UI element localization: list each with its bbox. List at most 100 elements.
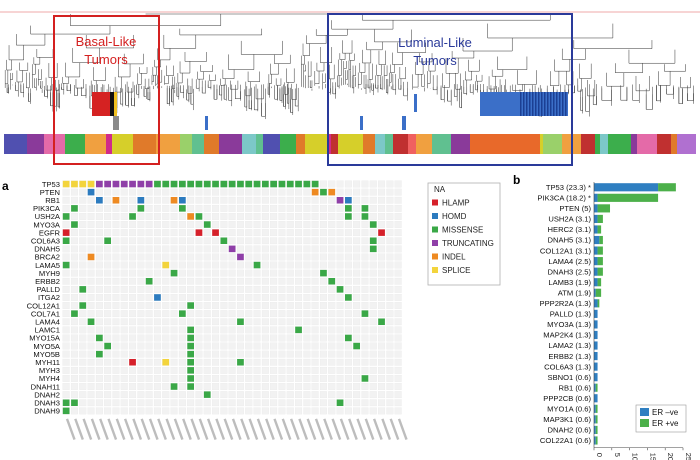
bar <box>595 383 598 392</box>
bar-category-label: MAP2K4 (1.3) <box>543 331 591 340</box>
bar <box>594 436 596 445</box>
mutation-cell <box>361 205 369 212</box>
bar-category-label: SBNO1 (0.6) <box>548 373 592 382</box>
gene-label: MYO5A <box>33 342 61 351</box>
bar <box>594 383 596 392</box>
bar <box>597 193 659 202</box>
mutation-cell <box>187 334 194 342</box>
mutation-cell <box>195 229 203 236</box>
er-legend-swatch <box>640 408 649 416</box>
mutation-cell <box>220 237 228 244</box>
mutation-cell <box>345 334 352 342</box>
mutation-cell <box>96 197 103 204</box>
legend-label: MISSENSE <box>442 226 483 235</box>
bar <box>594 225 598 234</box>
legend-swatch <box>432 199 438 206</box>
mutation-cell <box>187 342 194 350</box>
mutation-cell <box>378 318 385 325</box>
mutation-cell <box>195 180 203 188</box>
mutation-cell <box>62 180 70 188</box>
mutation-grid <box>62 180 402 415</box>
er-legend-label: ER –ve <box>652 408 679 417</box>
gene-label: TP53 <box>42 180 60 189</box>
gene-label: PIK3CA <box>33 204 61 213</box>
legend-swatch <box>432 253 438 260</box>
gene-label: MYH3 <box>39 366 60 375</box>
mutation-cell <box>145 180 153 188</box>
mutation-cell <box>336 286 344 293</box>
gene-label: MYH4 <box>39 374 60 383</box>
bar <box>594 415 596 424</box>
gene-label: MYH9 <box>39 269 60 278</box>
bar <box>594 246 598 255</box>
mutation-cell <box>71 221 78 228</box>
gene-label: EGFR <box>39 228 61 237</box>
gene-labels: TP53PTENRB1PIK3CAUSH2AMYO3AEGFRCOL6A3DNA… <box>27 180 61 416</box>
mutation-cell <box>220 180 228 188</box>
gene-label: RB1 <box>45 196 60 205</box>
bar <box>594 394 598 403</box>
bar <box>594 183 659 192</box>
gene-label: MYO3A <box>33 220 61 229</box>
mutation-cell <box>187 213 194 220</box>
bar <box>595 288 602 297</box>
mutation-cell <box>237 359 244 366</box>
mutation-cell <box>71 310 78 317</box>
mutation-cell <box>79 302 87 309</box>
bar <box>597 246 603 255</box>
bar-category-label: DNAH5 (3.1) <box>548 236 592 245</box>
bar <box>597 267 603 276</box>
bar-category-label: COL6A3 (1.3) <box>544 362 591 371</box>
bar-category-label: COL22A1 (0.6) <box>540 436 592 445</box>
bar-category-label: LAMB3 (1.9) <box>548 278 591 287</box>
mutation-cell <box>187 359 194 366</box>
bar <box>594 235 600 245</box>
mutation-cell <box>96 180 103 188</box>
mutation-cell <box>162 359 170 366</box>
mutation-cell <box>328 188 336 196</box>
mutation-cell <box>328 278 336 285</box>
mutation-cell <box>179 310 186 317</box>
bar-category-labels: TP53 (23.3) * PIK3CA (18.2) *PTEN (5) USH2… <box>537 183 591 445</box>
gene-label: DNAH5 <box>34 245 60 254</box>
bar <box>594 257 598 266</box>
annotation-tracks <box>4 92 696 154</box>
x-tick-label: 0 <box>595 453 604 457</box>
mutation-cell <box>104 237 111 244</box>
gene-label: PTEN <box>40 188 60 197</box>
x-tick-label: 20 <box>666 453 675 460</box>
mutation-cell <box>237 180 244 188</box>
mutation-cell <box>62 399 70 406</box>
bar <box>595 415 598 424</box>
mutation-cell <box>369 245 377 253</box>
bar <box>594 288 596 297</box>
bar-series <box>594 183 676 445</box>
mutation-cell <box>187 350 194 358</box>
mutation-cell <box>62 261 70 269</box>
bar <box>658 183 676 192</box>
mutation-cell <box>79 180 87 188</box>
mutation-cell <box>361 375 369 382</box>
bar <box>597 225 602 234</box>
bar <box>594 278 598 287</box>
mutation-cell <box>262 180 269 188</box>
mutation-cell <box>320 188 327 196</box>
bar-category-label: PALLD (1.3) <box>550 310 592 319</box>
mutation-cell <box>278 180 286 188</box>
legend-swatch <box>432 213 438 219</box>
mutation-cell <box>203 221 211 228</box>
mutation-cell <box>145 278 153 285</box>
mutation-cell <box>179 180 186 188</box>
mutation-cell <box>187 383 194 390</box>
mutation-cell <box>96 350 103 358</box>
bar-chart-panel: b TP53 (23.3) * PIK3CA (18.2) *PTEN (5) US… <box>513 173 693 460</box>
gene-label: DNAH3 <box>34 399 60 408</box>
mutation-legend: NA HLAMP HOMD MISSENSE TRUNCATING INDEL SPLICE <box>427 182 501 286</box>
panel-b-letter: b <box>513 173 520 187</box>
legend-label: NA <box>434 185 446 194</box>
gene-label: ITGA2 <box>38 293 60 302</box>
bar-category-label: MYO3A (1.3) <box>547 320 591 329</box>
legend-swatch <box>432 267 438 273</box>
mutation-cell <box>87 180 95 188</box>
bar-category-label: COL12A1 (3.1) <box>540 246 592 255</box>
